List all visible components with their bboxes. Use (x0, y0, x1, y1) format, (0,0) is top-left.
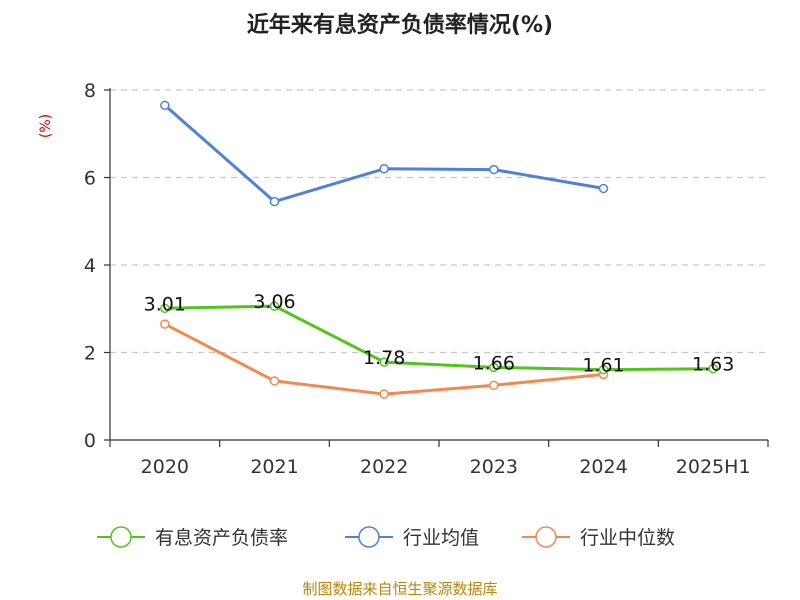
legend: 有息资产负债率 行业均值 行业中位数 (97, 526, 675, 549)
legend-marker (110, 526, 132, 548)
data-point (269, 376, 280, 386)
data-point (160, 319, 170, 329)
source-note: 制图数据来自恒生聚源数据库 (302, 580, 497, 598)
legend-label: 行业中位数 (580, 527, 675, 549)
data-point (489, 380, 499, 391)
legend-label: 行业均值 (403, 527, 479, 549)
data-label: 1.61 (582, 355, 624, 377)
grid-lines (110, 89, 768, 354)
data-label: 1.66 (473, 352, 515, 374)
data-point (379, 164, 389, 174)
legend-marker (535, 526, 557, 548)
legend-label: 有息资产负债率 (155, 527, 288, 549)
x-axis-ticks: 2020 2021 2022 2023 2024 2025H1 (141, 456, 751, 478)
data-point (269, 196, 280, 207)
y-tick-label: 0 (84, 430, 96, 452)
y-tick-label: 4 (84, 255, 96, 277)
data-point (379, 357, 389, 367)
series-line (164, 304, 714, 372)
y-axis-ticks: 0 2 4 6 8 (84, 80, 96, 452)
series-group (160, 100, 718, 399)
y-tick-label: 8 (84, 80, 96, 102)
data-point (160, 100, 170, 111)
data-label: 1.78 (363, 347, 405, 369)
data-label: 3.06 (253, 291, 295, 313)
axes (104, 88, 769, 447)
legend-marker (358, 526, 380, 548)
x-tick-label: 2020 (141, 456, 189, 478)
chart-title: 近年来有息资产负债率情况(%) (247, 12, 553, 38)
data-point (708, 363, 718, 374)
x-tick-label: 2022 (360, 456, 408, 478)
y-axis-unit-label: (%) (38, 114, 54, 138)
x-tick-label: 2023 (470, 456, 518, 478)
data-label: 1.63 (692, 354, 734, 376)
series-line (163, 104, 604, 204)
data-point (489, 362, 499, 373)
data-point (489, 164, 499, 175)
data-point (598, 183, 609, 194)
x-tick-label: 2021 (250, 456, 298, 478)
data-labels: 3.01 3.06 1.78 1.66 1.61 1.63 (144, 291, 735, 376)
y-tick-label: 2 (84, 343, 96, 365)
x-tick-label: 2025H1 (676, 456, 751, 478)
y-tick-label: 6 (84, 168, 96, 190)
data-point (598, 364, 609, 375)
data-point (379, 389, 389, 399)
data-label: 3.01 (144, 293, 186, 315)
data-point (269, 301, 280, 311)
x-tick-label: 2024 (579, 456, 627, 478)
data-point (160, 303, 170, 314)
